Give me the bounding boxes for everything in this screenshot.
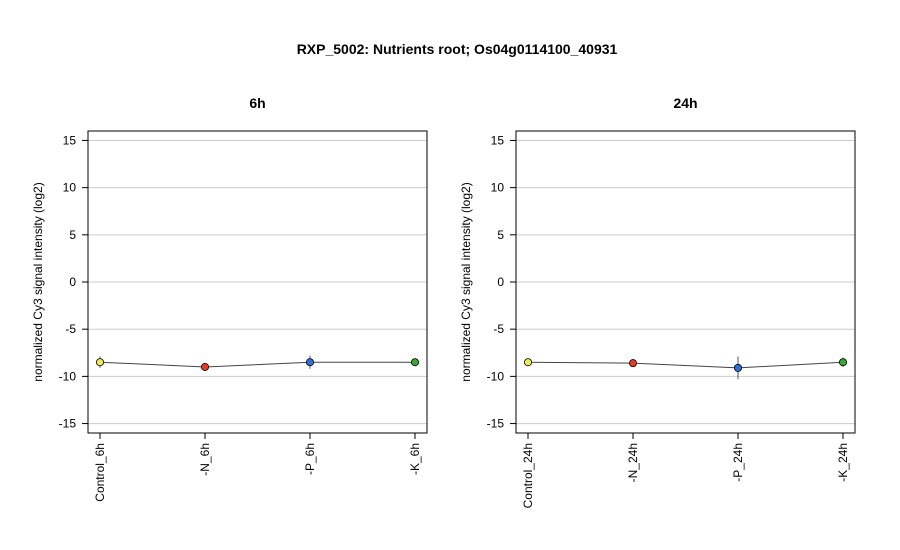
data-point: [839, 358, 848, 367]
y-tick-label: -5: [493, 322, 504, 336]
series-line: [527, 361, 844, 369]
panel-title: 24h: [673, 95, 697, 111]
y-tick-label: -15: [59, 417, 77, 431]
y-tick-label: 15: [491, 133, 505, 147]
series-line: [99, 361, 415, 368]
y-tick-label: 10: [63, 181, 77, 195]
x-tick-label: -N_24h: [626, 443, 640, 482]
data-point: [524, 358, 533, 367]
x-tick-label: -P_24h: [731, 443, 745, 482]
data-point: [410, 358, 419, 367]
y-tick-label: 0: [69, 275, 76, 289]
panel-0: 6h -15 -10 -5 0 5 10 15 normalized Cy3 signal in…: [31, 95, 428, 502]
y-tick-label: -5: [65, 322, 76, 336]
y-tick-label: -10: [59, 369, 77, 383]
x-tick-label: -N_6h: [198, 443, 212, 476]
y-tick-label: -15: [487, 417, 505, 431]
x-tick-label: Control_24h: [521, 443, 535, 508]
y-axis-label: normalized Cy3 signal intensity (log2): [459, 182, 473, 381]
panel-title: 6h: [249, 95, 265, 111]
y-tick-label: 10: [491, 181, 505, 195]
y-tick-label: 15: [63, 133, 77, 147]
main-title: RXP_5002: Nutrients root; Os04g0114100_4…: [297, 41, 618, 57]
data-point: [629, 359, 638, 368]
x-tick-label: Control_6h: [93, 443, 107, 502]
y-tick-label: 5: [69, 228, 76, 242]
y-tick-label: 5: [497, 228, 504, 242]
x-tick-label: -K_24h: [836, 443, 850, 482]
data-point: [305, 358, 314, 367]
x-tick-label: -P_6h: [303, 443, 317, 475]
y-tick-label: 0: [497, 275, 504, 289]
x-tick-label: -K_6h: [408, 443, 422, 475]
y-tick-label: -10: [487, 369, 505, 383]
panel-1: 24h -15 -10 -5 0 5 10 15 normalized Cy3 signal i…: [459, 95, 856, 508]
data-point: [200, 362, 209, 371]
data-point: [734, 363, 743, 372]
data-point: [96, 358, 105, 367]
y-axis-label: normalized Cy3 signal intensity (log2): [31, 182, 45, 381]
